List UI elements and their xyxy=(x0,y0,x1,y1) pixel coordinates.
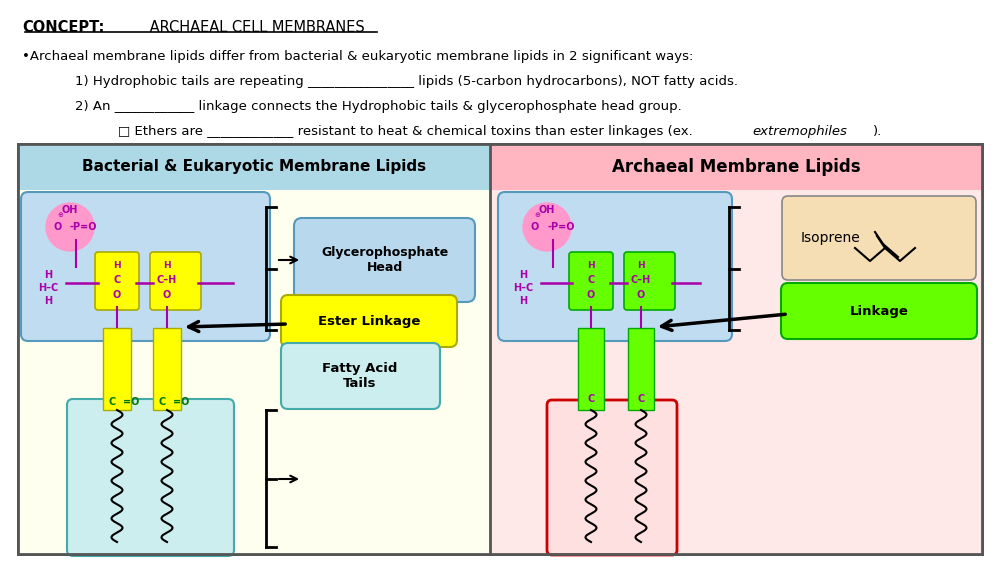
Text: -P=O: -P=O xyxy=(547,222,574,232)
Text: C: C xyxy=(587,275,595,285)
Text: 2) An ____________ linkage connects the Hydrophobic tails & glycerophosphate hea: 2) An ____________ linkage connects the … xyxy=(75,100,682,113)
Text: H: H xyxy=(519,296,527,306)
Text: H: H xyxy=(44,270,52,280)
FancyBboxPatch shape xyxy=(21,192,270,341)
Text: H: H xyxy=(44,296,52,306)
Text: O: O xyxy=(113,290,121,300)
Text: O: O xyxy=(587,290,595,300)
FancyBboxPatch shape xyxy=(153,328,181,410)
Text: =O: =O xyxy=(173,397,189,407)
Text: •Archaeal membrane lipids differ from bacterial & eukaryotic membrane lipids in : •Archaeal membrane lipids differ from ba… xyxy=(22,50,693,63)
Text: ⊕: ⊕ xyxy=(534,212,540,218)
FancyBboxPatch shape xyxy=(628,328,654,410)
Text: H: H xyxy=(113,261,121,270)
Text: Isoprene: Isoprene xyxy=(800,231,860,245)
Text: O: O xyxy=(531,222,539,232)
FancyBboxPatch shape xyxy=(18,144,982,554)
Text: C–H: C–H xyxy=(631,275,651,285)
Text: C: C xyxy=(587,394,595,404)
Text: C: C xyxy=(158,397,166,407)
Text: Linkage: Linkage xyxy=(850,305,908,318)
Text: O: O xyxy=(163,290,171,300)
Text: C–H: C–H xyxy=(157,275,177,285)
Text: CONCEPT:: CONCEPT: xyxy=(22,20,104,35)
FancyBboxPatch shape xyxy=(624,252,675,310)
FancyBboxPatch shape xyxy=(578,328,604,410)
Text: H: H xyxy=(163,261,171,270)
Text: H: H xyxy=(519,270,527,280)
Circle shape xyxy=(46,203,94,251)
FancyBboxPatch shape xyxy=(281,343,440,409)
FancyBboxPatch shape xyxy=(490,144,982,190)
Text: □ Ethers are _____________ resistant to heat & chemical toxins than ester linkag: □ Ethers are _____________ resistant to … xyxy=(105,125,697,138)
FancyBboxPatch shape xyxy=(281,295,457,347)
Text: Archaeal Membrane Lipids: Archaeal Membrane Lipids xyxy=(612,158,860,176)
Text: ARCHAEAL CELL MEMBRANES: ARCHAEAL CELL MEMBRANES xyxy=(145,20,365,35)
Text: C: C xyxy=(113,275,121,285)
Text: =O: =O xyxy=(123,397,139,407)
Text: Bacterial & Eukaryotic Membrane Lipids: Bacterial & Eukaryotic Membrane Lipids xyxy=(82,160,426,174)
FancyBboxPatch shape xyxy=(18,190,490,554)
FancyBboxPatch shape xyxy=(95,252,139,310)
Text: OH: OH xyxy=(62,205,78,215)
Text: O: O xyxy=(54,222,62,232)
FancyBboxPatch shape xyxy=(490,190,982,554)
Text: ).: ). xyxy=(873,125,882,138)
Circle shape xyxy=(523,203,571,251)
Text: Fatty Acid
Tails: Fatty Acid Tails xyxy=(322,362,398,390)
FancyBboxPatch shape xyxy=(18,144,490,190)
FancyBboxPatch shape xyxy=(103,328,131,410)
Text: O: O xyxy=(637,290,645,300)
Text: C: C xyxy=(637,394,645,404)
FancyBboxPatch shape xyxy=(294,218,475,302)
Text: H–C: H–C xyxy=(38,283,58,293)
FancyBboxPatch shape xyxy=(498,192,732,341)
FancyBboxPatch shape xyxy=(782,196,976,280)
Text: OH: OH xyxy=(539,205,555,215)
Text: -P=O: -P=O xyxy=(70,222,98,232)
Text: Ester Linkage: Ester Linkage xyxy=(318,315,420,328)
Text: C: C xyxy=(108,397,116,407)
Text: extremophiles: extremophiles xyxy=(752,125,847,138)
Text: H: H xyxy=(637,261,645,270)
FancyBboxPatch shape xyxy=(150,252,201,310)
FancyBboxPatch shape xyxy=(67,399,234,556)
FancyBboxPatch shape xyxy=(781,283,977,339)
Text: 1) Hydrophobic tails are repeating ________________ lipids (5-carbon hydrocarbon: 1) Hydrophobic tails are repeating _____… xyxy=(75,75,738,88)
Text: H: H xyxy=(587,261,595,270)
Text: Glycerophosphate
Head: Glycerophosphate Head xyxy=(321,246,448,274)
FancyBboxPatch shape xyxy=(547,400,677,555)
FancyBboxPatch shape xyxy=(569,252,613,310)
Text: H–C: H–C xyxy=(513,283,533,293)
Text: ⊕: ⊕ xyxy=(57,212,63,218)
